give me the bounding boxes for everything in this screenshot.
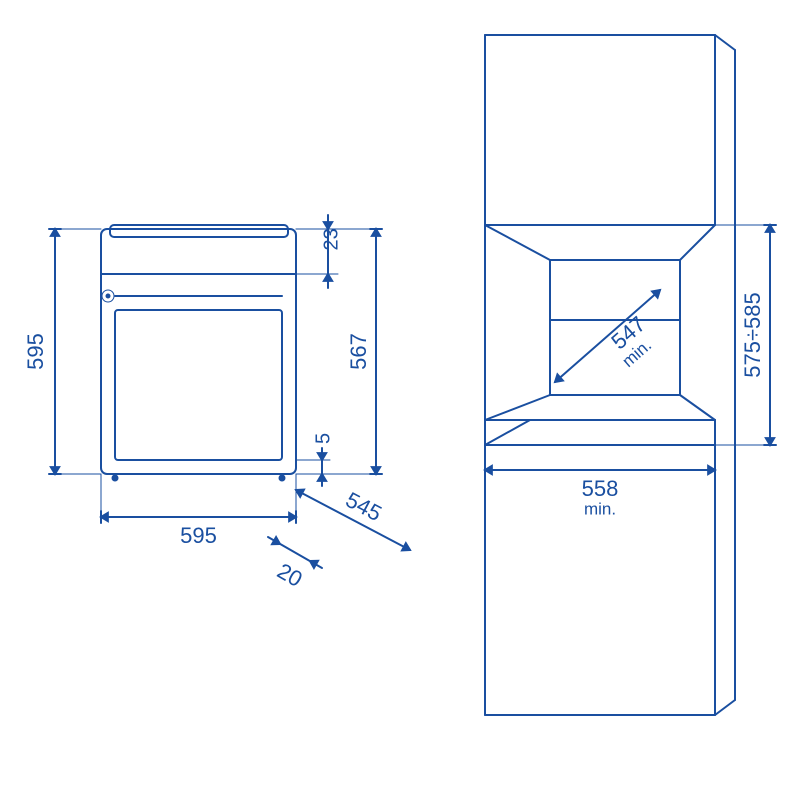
svg-text:567: 567 bbox=[346, 333, 371, 370]
svg-text:575÷585: 575÷585 bbox=[740, 292, 765, 378]
svg-text:595: 595 bbox=[180, 523, 217, 548]
svg-text:23: 23 bbox=[320, 228, 342, 250]
svg-text:595: 595 bbox=[23, 333, 48, 370]
svg-text:5: 5 bbox=[312, 433, 334, 444]
svg-text:545: 545 bbox=[342, 487, 386, 526]
svg-text:558: 558 bbox=[582, 476, 619, 501]
svg-text:min.: min. bbox=[584, 499, 616, 518]
svg-text:20: 20 bbox=[273, 558, 307, 592]
oven-dimension-diagram: 59559523567554520558min.547min.575÷585 bbox=[0, 0, 800, 800]
